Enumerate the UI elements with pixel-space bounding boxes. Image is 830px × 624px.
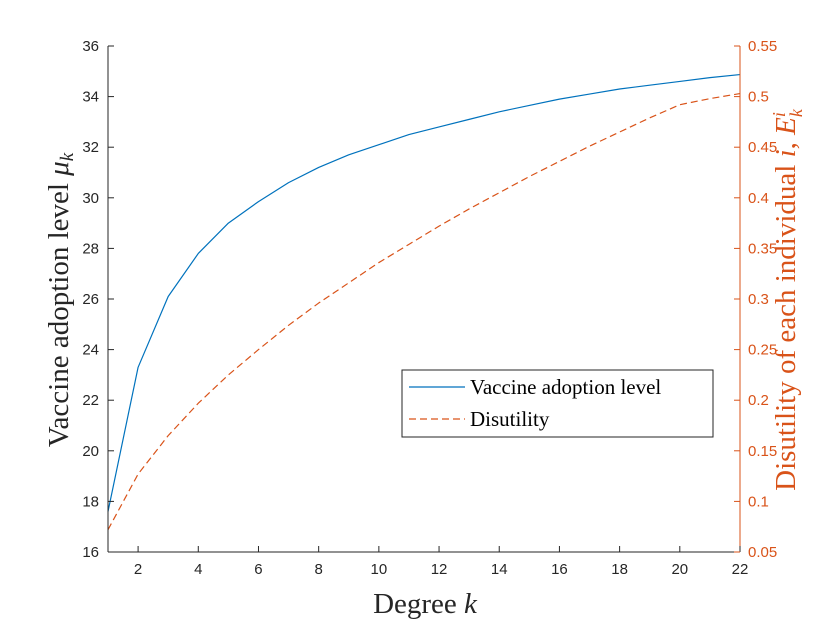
plot-lines <box>107 73 741 531</box>
y-right-tick-label: 0.15 <box>748 443 777 460</box>
y-left-axis-title-var: μ <box>43 161 75 177</box>
y-right-tick-label: 0.3 <box>748 291 769 308</box>
y-right-axis-title: Disutility of each individual i, Eik <box>769 108 806 491</box>
y-right-tick-label: 0.2 <box>748 392 769 409</box>
y-left-tick-label: 16 <box>82 544 99 561</box>
y-left-tick-label: 18 <box>82 493 99 510</box>
y-left-tick-label: 32 <box>82 139 99 156</box>
y-right-axis-title-sub: k <box>786 108 806 117</box>
y-right-tick-label: 0.5 <box>748 89 769 106</box>
y-left-tick-label: 28 <box>82 240 99 257</box>
y-right-tick-label: 0.4 <box>748 190 769 207</box>
y-right-axis-title-var: i <box>770 149 802 157</box>
legend: Vaccine adoption level Disutility <box>401 369 714 438</box>
x-axis-title: Degree k <box>373 588 478 620</box>
x-tick-label: 6 <box>254 561 262 578</box>
y-left-tick-label: 36 <box>82 38 99 55</box>
y-left-tick-label: 22 <box>82 392 99 409</box>
y-left-tick-label: 26 <box>82 291 99 308</box>
legend-label-vaccine: Vaccine adoption level <box>470 375 661 399</box>
y-right-axis-title-comma: , <box>770 142 802 149</box>
x-tick-label: 22 <box>732 561 749 578</box>
y-right-tick-label: 0.25 <box>748 342 777 359</box>
y-left-tick-label: 34 <box>82 89 99 106</box>
x-tick-label: 2 <box>134 561 142 578</box>
y-left-axis-title-text: Vaccine adoption level <box>43 183 75 447</box>
y-right-tick-label: 0.1 <box>748 493 769 510</box>
ticks: 2 4 6 8 10 12 14 16 18 20 221618202224262830323436… <box>82 38 777 578</box>
y-right-tick-label: 0.35 <box>748 240 777 257</box>
series-line-vaccine <box>107 73 741 512</box>
x-tick-label: 4 <box>194 561 202 578</box>
y-left-tick-label: 20 <box>82 443 99 460</box>
y-right-tick-label: 0.05 <box>748 544 777 561</box>
x-axis-title-text: Degree <box>373 588 457 620</box>
x-axis-title-var: k <box>464 588 478 620</box>
x-tick-label: 10 <box>371 561 388 578</box>
legend-label-disutility: Disutility <box>470 407 550 431</box>
x-tick-label: 20 <box>671 561 688 578</box>
x-tick-label: 18 <box>611 561 628 578</box>
y-right-axis-title-sup: i <box>769 112 789 117</box>
x-tick-label: 14 <box>491 561 508 578</box>
y-right-tick-label: 0.45 <box>748 139 777 156</box>
y-left-tick-label: 30 <box>82 190 99 207</box>
x-tick-label: 16 <box>551 561 568 578</box>
series-line-disutility <box>107 92 741 531</box>
x-tick-label: 12 <box>431 561 448 578</box>
y-right-axis-title-text: Disutility of each individual <box>770 165 802 491</box>
y-left-axis-title-sub: k <box>57 152 78 161</box>
y-right-axis-title-var2: E <box>770 117 802 136</box>
x-tick-label: 8 <box>314 561 322 578</box>
y-left-tick-label: 24 <box>82 342 99 359</box>
y-right-tick-label: 0.55 <box>748 38 777 55</box>
y-left-axis-title: Vaccine adoption level μk <box>43 152 78 447</box>
legend-box <box>401 369 714 438</box>
